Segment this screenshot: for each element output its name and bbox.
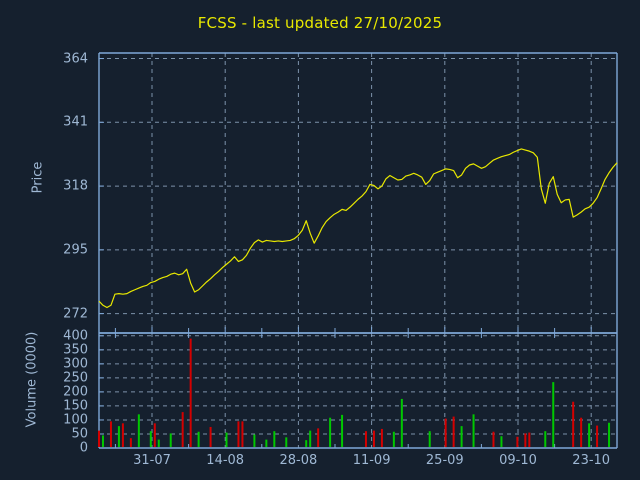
price-y-tick-label: 341 [63,114,88,130]
volume-y-tick-label: 350 [63,342,88,358]
volume-y-tick-label: 50 [71,426,88,442]
volume-y-tick-label: 200 [63,384,88,400]
x-axis-date-label: 14-08 [206,453,245,468]
x-axis-date-label: 25-09 [425,453,464,468]
x-axis-date-label: 11-09 [352,453,391,468]
volume-y-tick-label: 400 [63,328,88,344]
x-axis-date-label: 31-07 [133,453,171,468]
price-y-tick-label: 318 [63,178,88,194]
volume-y-tick-label: 0 [79,440,88,456]
x-axis-date-label: 23-10 [572,453,611,468]
volume-y-tick-label: 250 [63,370,88,386]
price-y-tick-label: 272 [63,306,88,322]
page-title: FCSS - last updated 27/10/2025 [197,14,443,32]
price-line-series [98,148,618,309]
x-axis-date-label: 28-08 [279,453,318,468]
price-y-tick-label: 364 [63,51,88,67]
volume-y-tick-label: 300 [63,356,88,372]
volume-y-tick-label: 100 [63,412,88,428]
price-y-tick-label: 295 [63,242,88,258]
x-axis-date-label: 09-10 [499,453,537,468]
volume-y-tick-label: 150 [63,398,88,414]
